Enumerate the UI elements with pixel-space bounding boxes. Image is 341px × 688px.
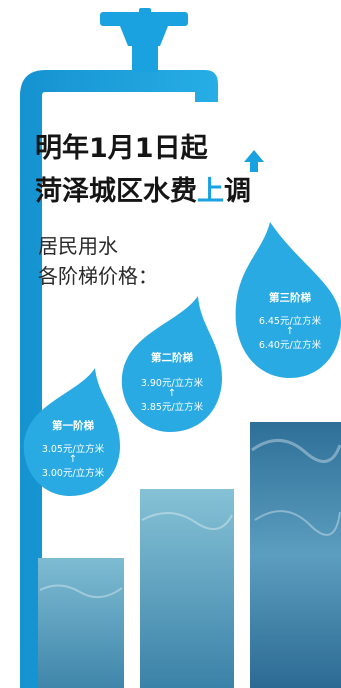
tier3-water-bar [250, 422, 341, 688]
tier2-new-price: 3.90元/立方米 [140, 378, 204, 389]
headline-line2-start: 菏泽城区水费 [35, 176, 197, 207]
subtitle-line1: 居民用水 [38, 234, 118, 258]
tier3-name: 第三阶梯 [269, 292, 311, 304]
headline-line2: 菏泽城区水费上调 [35, 176, 251, 208]
tier1-label-group: 第一阶梯 3.05元/立方米 ↑ 3.00元/立方米 [30, 418, 116, 479]
tier2-arrow-icon: ↑ [167, 388, 177, 399]
tier3-water-drop [235, 222, 341, 378]
headline-line2-end: 调 [224, 176, 251, 207]
tier3-arrow-icon: ↑ [285, 326, 295, 337]
tier1-arrow-icon: ↑ [68, 454, 78, 465]
tier2-label-group: 第二阶梯 3.90元/立方米 ↑ 3.85元/立方米 [126, 350, 218, 413]
tier3-label-group: 第三阶梯 6.45元/立方米 ↑ 6.40元/立方米 [244, 290, 336, 351]
tier2-name: 第二阶梯 [151, 352, 193, 364]
tier2-old-price: 3.85元/立方米 [140, 402, 204, 413]
tier2-water-bar [140, 489, 234, 688]
tier1-water-bar [38, 558, 124, 688]
tier1-new-price: 3.05元/立方米 [41, 444, 105, 455]
tier3-old-price: 6.40元/立方米 [258, 340, 322, 351]
subtitle-line2: 各阶梯价格： [38, 264, 158, 288]
tier3-new-price: 6.45元/立方米 [258, 316, 322, 327]
faucet-stem [132, 44, 158, 72]
water-texture [39, 439, 341, 599]
arrow-up-icon [244, 150, 264, 172]
faucet-knob [139, 8, 151, 18]
faucet-valve [120, 26, 168, 46]
headline-highlight: 上 [197, 176, 224, 207]
tier1-water-drop [23, 368, 120, 496]
faucet-handle [100, 12, 188, 26]
tier1-old-price: 3.00元/立方米 [41, 468, 105, 479]
tier1-name: 第一阶梯 [52, 420, 94, 432]
tier2-water-drop [121, 296, 222, 432]
headline-line1: 明年1月1日起 [35, 133, 208, 164]
